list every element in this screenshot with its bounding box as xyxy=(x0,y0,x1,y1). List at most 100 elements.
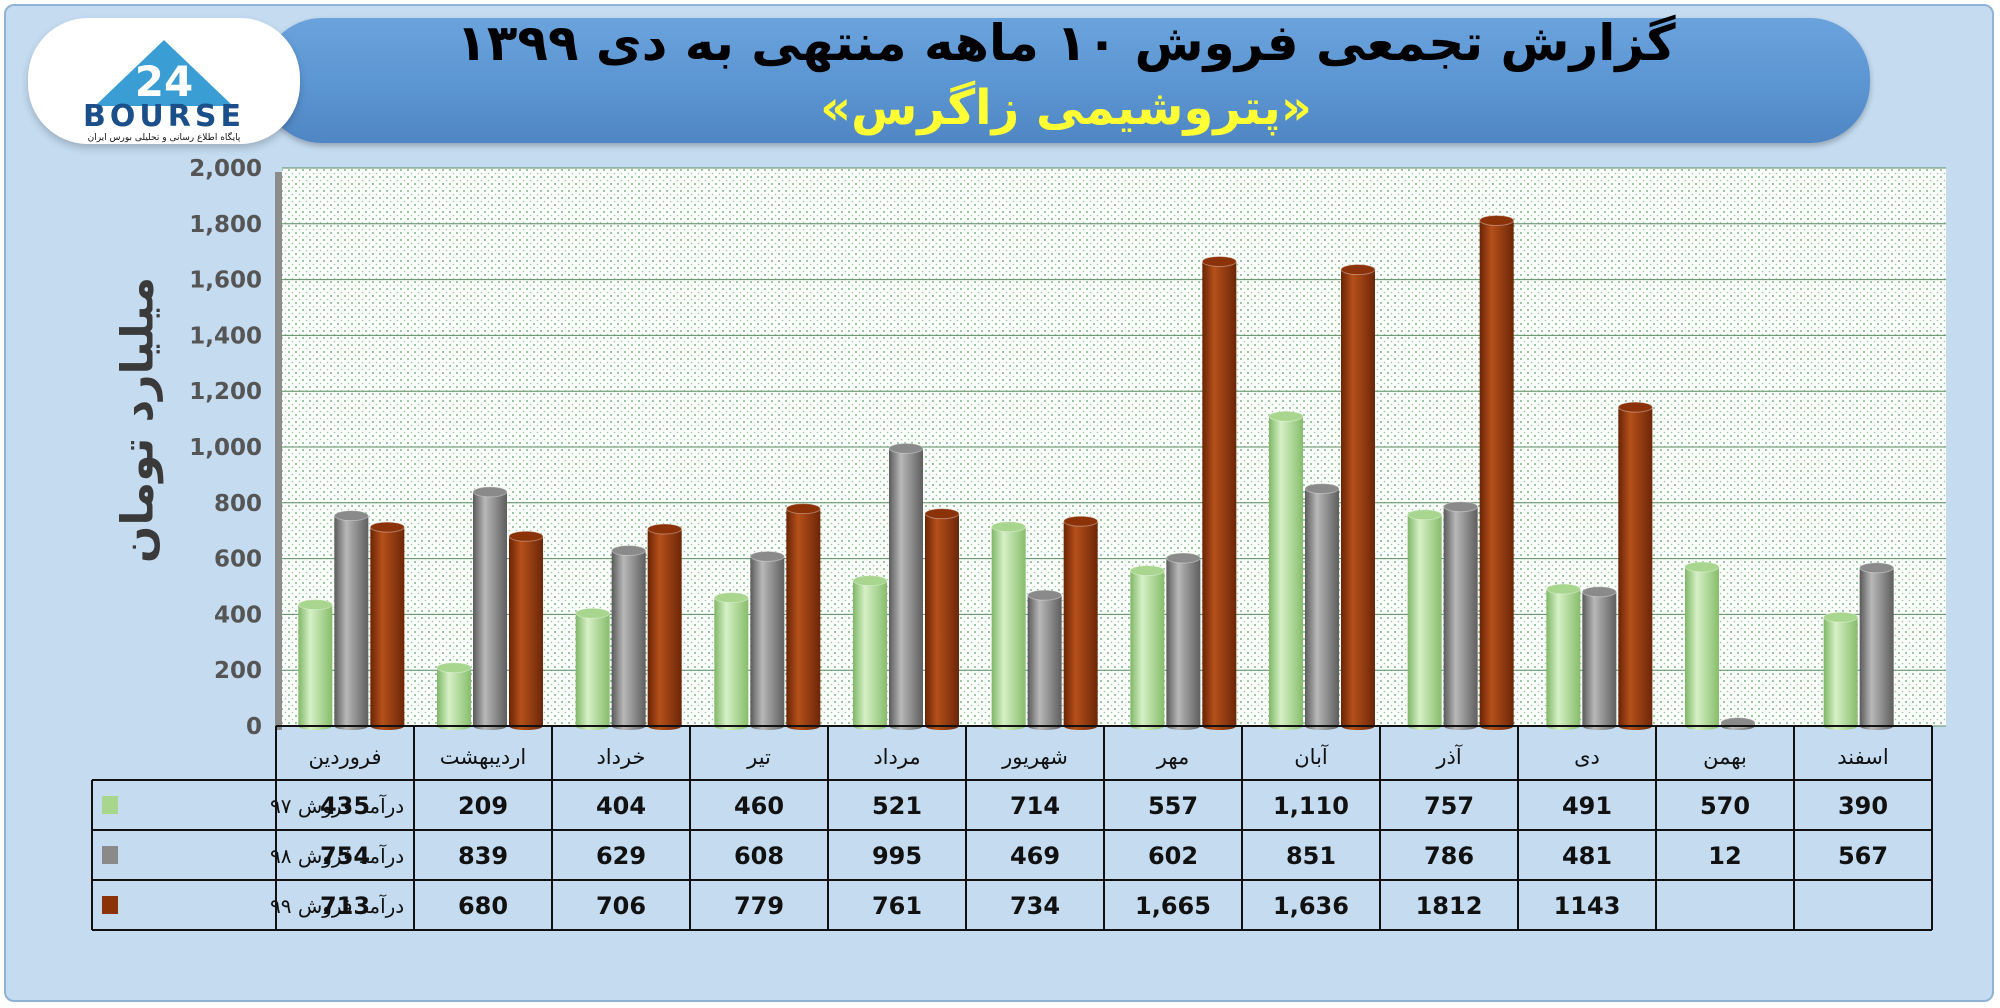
chart-title: گزارش تجمعی فروش ۱۰ ماهه منتهی به دی ۱۳۹… xyxy=(456,14,1676,72)
bar xyxy=(713,592,749,730)
bar-top xyxy=(991,521,1027,533)
category-label: بهمن xyxy=(1703,745,1747,769)
bar-top xyxy=(1063,515,1099,527)
bar-body xyxy=(853,580,887,726)
bar-top xyxy=(785,503,821,515)
bar-top xyxy=(611,545,647,557)
bar xyxy=(1201,255,1237,730)
bar-top xyxy=(1201,255,1237,267)
bar-top xyxy=(369,521,405,533)
data-value-label: 567 xyxy=(1838,842,1888,870)
bar-body xyxy=(647,529,682,726)
data-value-label: 757 xyxy=(1424,792,1474,820)
bar xyxy=(1165,552,1201,730)
bar-top xyxy=(297,599,333,611)
bar xyxy=(575,607,611,730)
data-value-label: 491 xyxy=(1562,792,1612,820)
data-value-label: 786 xyxy=(1424,842,1474,870)
y-tick-label: 1,000 xyxy=(189,435,262,461)
data-value-label: 1812 xyxy=(1416,892,1483,920)
bar xyxy=(647,523,683,730)
data-value-label: 706 xyxy=(596,892,646,920)
data-value-label: 995 xyxy=(872,842,922,870)
bar xyxy=(297,599,333,730)
bar-top xyxy=(1479,214,1515,226)
bar xyxy=(1823,611,1859,730)
bar-top xyxy=(888,442,924,454)
y-tick-label: 400 xyxy=(214,602,262,628)
data-value-label: 602 xyxy=(1148,842,1198,870)
bar-body xyxy=(714,597,749,726)
bar-top xyxy=(575,607,611,619)
data-value-label: 851 xyxy=(1286,842,1336,870)
bar-body xyxy=(509,536,543,726)
bar-body xyxy=(1166,558,1201,726)
plot-left-wall xyxy=(275,172,282,730)
bar-top xyxy=(924,508,960,520)
title-banner xyxy=(262,18,1870,143)
bar xyxy=(1407,509,1443,730)
category-label: فروردین xyxy=(308,745,381,769)
bar xyxy=(436,662,472,730)
data-value-label: 1,636 xyxy=(1273,892,1349,920)
bar xyxy=(1720,717,1756,730)
bar-top xyxy=(1859,562,1895,574)
data-value-label: 12 xyxy=(1708,842,1741,870)
bar-body xyxy=(1859,567,1894,726)
bar-top xyxy=(647,523,683,535)
bar-top xyxy=(1617,401,1653,413)
bar-body xyxy=(1546,589,1581,726)
bar xyxy=(852,575,888,730)
bar xyxy=(472,486,508,730)
data-value-label: 1,110 xyxy=(1273,792,1349,820)
data-value-label: 1,665 xyxy=(1135,892,1211,920)
bar-body xyxy=(1027,595,1062,726)
bar xyxy=(888,442,924,730)
data-value-label: 469 xyxy=(1010,842,1060,870)
bar-top xyxy=(1268,410,1304,422)
bar xyxy=(924,508,960,730)
bar-top xyxy=(333,510,369,522)
bar xyxy=(508,530,544,730)
data-value-label: 761 xyxy=(872,892,922,920)
bar-top xyxy=(1684,561,1720,573)
bar-top xyxy=(472,486,508,498)
y-tick-label: 200 xyxy=(214,658,262,684)
bourse-logo: 24 BOURSE پایگاه اطلاع رسانی و تحلیلی بو… xyxy=(28,18,300,144)
logo-triangle-icon xyxy=(95,40,233,106)
y-tick-label: 1,200 xyxy=(189,379,262,405)
data-value-label: 754 xyxy=(320,842,370,870)
bar-body xyxy=(889,448,923,726)
category-label: آبان xyxy=(1294,744,1329,769)
data-value-label: 779 xyxy=(734,892,784,920)
bar-body xyxy=(1685,566,1719,726)
bar-body xyxy=(473,491,507,726)
category-label: دی xyxy=(1574,745,1600,769)
bar-top xyxy=(1407,509,1443,521)
category-label: اسفند xyxy=(1837,745,1888,769)
legend-label: درآمد فروش ۹۷ xyxy=(270,793,404,818)
bar xyxy=(1340,264,1376,730)
bar xyxy=(1545,583,1581,730)
bar-body xyxy=(786,508,821,726)
bar-top xyxy=(1165,552,1201,564)
bar-top xyxy=(713,592,749,604)
data-value-label: 680 xyxy=(458,892,508,920)
bar-top xyxy=(1545,583,1581,595)
bar xyxy=(749,550,785,730)
bar xyxy=(1859,562,1895,730)
logo-text: BOURSE xyxy=(83,99,245,134)
data-value-label: 209 xyxy=(458,792,508,820)
bar xyxy=(785,503,821,730)
legend-label: درآمد فروش ۹۸ xyxy=(270,843,404,868)
category-label: اردیبهشت xyxy=(440,745,527,769)
bar-body xyxy=(1269,416,1303,726)
bar-top xyxy=(1304,483,1340,495)
bar xyxy=(1027,589,1063,730)
bar-top xyxy=(1581,586,1617,598)
bar-body xyxy=(1202,261,1237,726)
bar-body xyxy=(437,667,471,726)
category-label: تیر xyxy=(746,745,771,769)
bar xyxy=(1581,586,1617,730)
